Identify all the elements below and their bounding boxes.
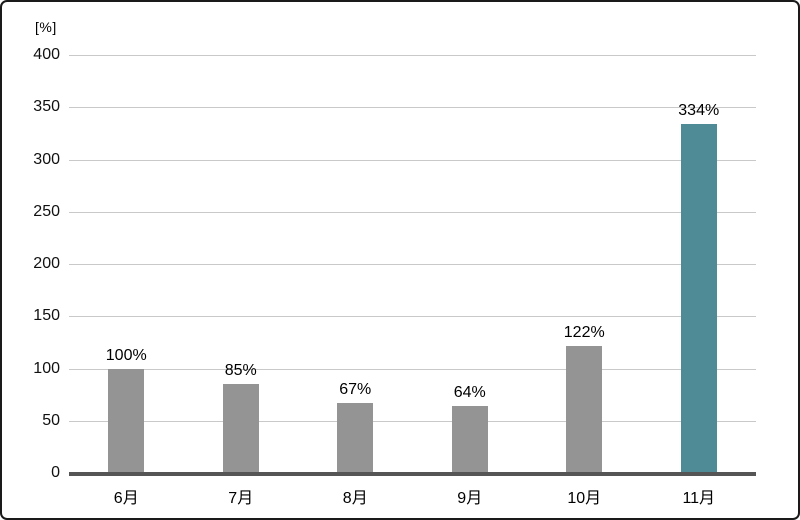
- x-label-7月: 7月: [228, 490, 254, 507]
- y-tick-label-50: 50: [42, 411, 60, 429]
- gridline-400: [69, 55, 756, 56]
- y-tick-label-100: 100: [33, 359, 60, 377]
- bar-value-label-7月: 85%: [224, 362, 257, 380]
- gridline-200: [69, 264, 756, 265]
- bar-6月: [108, 368, 145, 473]
- y-tick-label-200: 200: [33, 255, 60, 272]
- x-label-8月: 8月: [342, 490, 368, 507]
- y-tick-label-400: 400: [33, 46, 60, 63]
- bar-7月: [222, 384, 259, 473]
- y-tick-label-300: 300: [33, 150, 60, 168]
- y-tick-label-0: 0: [51, 464, 60, 481]
- gridline-50: [69, 420, 756, 422]
- bar-value-label-8月: 67%: [339, 380, 372, 398]
- x-label-6月: 6月: [113, 490, 139, 507]
- x-axis-line: [69, 472, 756, 476]
- y-tick-label-150: 150: [33, 307, 60, 325]
- bar-10月: [566, 345, 603, 473]
- x-label-9月: 9月: [457, 490, 483, 507]
- x-label-11月: 11月: [682, 490, 716, 507]
- bar-8月: [337, 402, 374, 473]
- x-label-10月: 10月: [567, 490, 602, 507]
- y-tick-label-250: 250: [33, 202, 60, 220]
- bar-value-label-10月: 122%: [563, 323, 605, 341]
- gridline-250: [69, 211, 756, 213]
- y-axis-unit-label: [%]: [35, 19, 57, 35]
- gridline-150: [69, 316, 756, 318]
- bar-value-label-11月: 334%: [678, 101, 720, 119]
- gridline-300: [69, 159, 756, 161]
- bar-value-label-6月: 100%: [105, 346, 147, 364]
- gridline-100: [69, 368, 756, 370]
- bar-value-label-9月: 64%: [453, 384, 486, 402]
- y-tick-label-350: 350: [33, 98, 60, 116]
- bar-9月: [451, 406, 488, 473]
- bar-11月: [680, 123, 717, 473]
- gridline-350: [69, 107, 756, 109]
